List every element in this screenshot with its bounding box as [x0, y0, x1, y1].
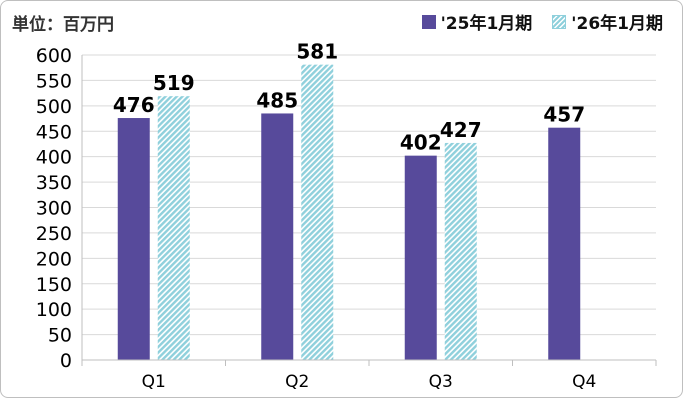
category-label-q4: Q4 [572, 372, 596, 392]
unit-label: 単位：百万円 [12, 15, 114, 35]
bar-q1-series-1 [117, 118, 150, 361]
y-tick-label: 350 [36, 172, 72, 194]
bar-q3-series-2 [444, 142, 477, 360]
legend-label-series-1: '25年1月期 [440, 14, 533, 34]
bars [117, 64, 581, 361]
legend-item-series-1: '25年1月期 [421, 9, 533, 34]
category-label-q1: Q1 [142, 372, 166, 392]
data-label-q1-series-2: 519 [153, 71, 195, 95]
y-tick-label: 50 [48, 325, 72, 347]
category-label-q2: Q2 [285, 372, 309, 392]
data-label-q3-series-2: 427 [440, 118, 482, 142]
legend-item-series-2: '26年1月期 [552, 9, 663, 34]
legend-swatch-series-2 [552, 14, 567, 29]
y-tick-label: 500 [36, 96, 72, 118]
y-tick-label: 100 [36, 299, 72, 321]
y-tick-label: 300 [36, 198, 72, 220]
data-label-q3-series-1: 402 [400, 131, 442, 155]
bar-q4-series-1 [548, 127, 581, 360]
legend-label-series-2: '26年1月期 [571, 14, 663, 34]
y-tick-label: 150 [36, 274, 72, 296]
y-tick-label: 250 [36, 223, 72, 245]
labels: 0501001502002503003504004505005506004765… [36, 40, 597, 392]
data-label-q4-series-1: 457 [543, 103, 585, 127]
y-tick-label: 400 [36, 147, 72, 169]
data-label-q1-series-1: 476 [113, 93, 155, 117]
y-tick-label: 600 [36, 45, 72, 67]
data-label-q2-series-2: 581 [296, 40, 338, 64]
y-tick-label: 200 [36, 248, 72, 270]
y-tick-label: 450 [36, 121, 72, 143]
bar-q3-series-1 [404, 155, 437, 360]
bar-q2-series-2 [301, 64, 334, 361]
legend-swatch-series-1 [421, 14, 436, 29]
data-label-q2-series-1: 485 [256, 88, 298, 112]
bar-q2-series-1 [261, 113, 294, 360]
y-tick-label: 550 [36, 70, 72, 92]
bar-q1-series-2 [157, 96, 190, 361]
y-tick-label: 0 [60, 350, 72, 372]
category-label-q3: Q3 [429, 372, 453, 392]
axes [81, 55, 657, 366]
legend: '25年1月期 '26年1月期 [421, 9, 663, 34]
